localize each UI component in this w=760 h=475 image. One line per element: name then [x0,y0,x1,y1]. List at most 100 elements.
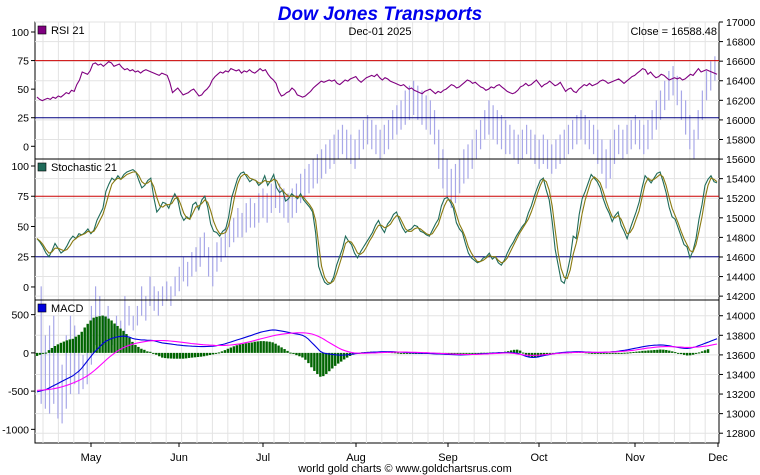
macd-histogram-bar [277,345,280,353]
price-tick-label: 14800 [726,232,755,244]
x-tick-label: Oct [530,452,547,464]
macd-histogram-bar [107,318,110,353]
macd-histogram-bar [164,352,167,359]
legend-label: RSI 21 [51,25,85,37]
macd-histogram-bar [259,341,262,353]
macd-histogram-bar [223,350,227,353]
macd-histogram-bar [80,331,83,353]
macd-histogram-bar [644,350,647,353]
macd-histogram-bar [334,352,337,366]
macd-histogram-bar [62,341,66,353]
macd-histogram-bar [301,352,304,358]
macd-histogram-bar [274,343,277,353]
macd-histogram-bar [685,352,689,356]
macd-histogram-bar [393,352,397,354]
macd-histogram-bar [125,334,128,353]
legend-label: Stochastic 21 [51,162,117,174]
macd-histogram-bar [468,352,471,354]
macd-histogram-bar [202,352,206,357]
price-tick-label: 15800 [726,134,755,146]
macd-histogram-bar [677,352,680,354]
indicator-tick-label: 0 [23,141,29,153]
signal-line-macd [36,332,718,391]
macd-histogram-bar [512,349,516,353]
macd-histogram-bar [623,352,626,354]
macd-histogram-bar [608,352,611,354]
macd-histogram-bar [83,327,86,353]
date-label: Dec-01 2025 [349,26,412,38]
macd-histogram-bar [41,352,45,354]
price-tick-label: 13600 [726,350,755,362]
macd-histogram-bar [647,350,650,353]
macd-histogram-bar [238,344,242,353]
macd-histogram-bar [402,352,406,354]
macd-histogram-bar [205,352,209,356]
macd-histogram-bar [507,351,510,353]
macd-histogram-bar [638,351,641,353]
macd-histogram-bar [65,340,69,353]
macd-histogram-bar [471,352,474,354]
macd-histogram-bar [187,352,191,358]
price-tick-label: 16800 [726,37,755,49]
macd-histogram-bar [408,352,412,354]
macd-histogram-bar [674,352,677,354]
chart-panels: 17000 16800 16600 16400 16200 16000 15800 15600… [2,17,755,464]
macd-histogram-bar [665,349,668,353]
macd-histogram-bar [515,349,519,353]
macd-histogram-bar [453,352,456,354]
macd-histogram-bar [172,352,176,359]
macd-histogram-bar [146,351,149,353]
macd-histogram-bar [137,346,140,353]
legend-label: MACD [51,303,83,315]
macd-histogram-bar [688,352,692,356]
indicator-tick-label: 500 [11,310,29,322]
macd-histogram-bar [71,338,74,353]
macd-histogram-bar [527,352,531,357]
macd-histogram-bar [53,346,57,353]
macd-histogram-bar [68,339,72,353]
macd-histogram-bar [331,352,334,369]
macd-histogram-bar [611,352,614,354]
macd-histogram-bar [650,350,653,353]
macd-histogram-bar [119,328,122,353]
macd-histogram-bar [134,344,137,353]
macd-histogram-bar [480,352,483,354]
macd-histogram-bar [659,349,662,353]
macd-histogram-bar [697,352,701,354]
macd-histogram-bar [632,351,635,353]
macd-histogram-bar [342,352,346,360]
macd-histogram-bar [310,352,313,368]
macd-histogram-bar [208,352,212,356]
primary-line-rsi-21 [36,61,718,102]
macd-histogram-bar [262,341,265,353]
macd-histogram-bar [256,341,259,353]
macd-histogram-bar [521,352,525,354]
macd-histogram-bar [89,320,92,353]
macd-histogram-bar [304,352,307,360]
macd-histogram-bar [86,323,89,353]
macd-histogram-bar [110,320,113,353]
macd-histogram-bar [170,352,173,359]
macd-histogram-bar [450,352,453,354]
indicator-tick-label: 0 [23,348,29,360]
macd-histogram-bar [477,352,480,354]
price-tick-label: 15600 [726,154,755,166]
macd-histogram-bar [143,349,146,353]
x-tick-label: Sep [438,452,458,464]
macd-histogram-bar [280,347,283,353]
macd-histogram-bar [292,352,295,354]
legend-swatch [37,162,47,172]
signal-line-stochastic-21 [36,171,718,284]
x-tick-label: Aug [346,452,366,464]
macd-histogram-bar [116,325,119,353]
macd-histogram-bar [232,346,236,353]
macd-histogram-bar [510,350,513,353]
credit-text: world gold charts © www.goldchartsrus.co… [297,463,512,475]
indicator-tick-label: -1000 [2,424,29,436]
macd-histogram-bar [211,352,215,355]
macd-histogram-bar [229,347,233,353]
macd-histogram-bar [226,348,230,353]
macd-histogram-bar [682,352,686,355]
macd-histogram-bar [602,352,605,354]
